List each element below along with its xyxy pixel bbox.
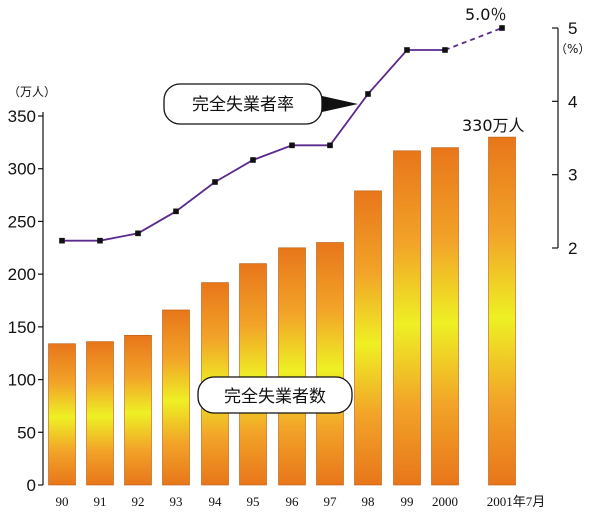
rate-point	[442, 47, 448, 53]
rate-point	[499, 25, 505, 31]
rate-point	[250, 157, 256, 163]
bar-callout-box	[197, 376, 353, 414]
rate-point	[59, 237, 65, 244]
bar	[48, 343, 76, 486]
x-tick-label: 95	[247, 494, 260, 509]
rate-point	[365, 91, 371, 97]
right-tick-label: 4	[568, 92, 577, 111]
x-axis-ticks: 90 91 92 93 94 95 96 97 98 99 2000 2001年7月	[56, 494, 546, 509]
bar	[431, 147, 459, 486]
x-tick-label: 92	[132, 494, 145, 509]
rate-point	[135, 230, 141, 237]
x-tick-label: 90	[56, 494, 69, 509]
bar-callout-text: 完全失業者数	[224, 387, 326, 407]
bar	[124, 334, 152, 486]
right-axis-unit: （%）	[555, 42, 590, 56]
line-end-label: 5.0％	[465, 5, 506, 24]
x-tick-label: 98	[362, 494, 375, 509]
rate-line-dashed	[444, 27, 503, 51]
left-tick-label: 100	[8, 371, 36, 390]
x-tick-label: 96	[286, 494, 300, 509]
rate-point	[404, 47, 410, 53]
bar	[488, 136, 516, 486]
right-y-axis: 2 3 4 5	[552, 19, 577, 258]
left-tick-label: 50	[17, 423, 36, 442]
left-tick-label: 250	[8, 212, 36, 231]
line-callout-text: 完全失業者率	[192, 95, 294, 115]
x-tick-label: 2001年7月	[487, 494, 546, 509]
x-tick-label: 2000	[432, 494, 458, 509]
bar	[86, 341, 114, 486]
left-tick-label: 0	[27, 476, 36, 495]
left-axis-unit: （万人）	[8, 85, 56, 99]
bar	[354, 190, 382, 486]
bar	[316, 242, 344, 486]
line-series-callout: 完全失業者率	[163, 83, 358, 125]
rate-point	[327, 142, 333, 149]
x-tick-label: 91	[94, 494, 107, 509]
bar	[393, 150, 421, 486]
left-tick-label: 200	[8, 265, 36, 284]
rate-line-solid	[62, 49, 445, 242]
right-tick-label: 2	[568, 239, 577, 258]
right-tick-label: 3	[568, 166, 577, 185]
left-tick-label: 300	[8, 160, 36, 179]
bar-end-label: 330万人	[462, 116, 525, 135]
rate-point	[173, 208, 179, 215]
bar-series-callout: 完全失業者数	[197, 376, 353, 414]
left-tick-label: 350	[8, 107, 36, 126]
bar-series-unemployed-count	[48, 136, 516, 486]
rate-point	[212, 179, 218, 185]
rate-point	[97, 237, 103, 244]
left-y-axis: 0 50 100 150 200 250 300 350	[8, 107, 44, 495]
line-callout-pointer	[322, 96, 358, 112]
bar	[278, 247, 306, 486]
left-tick-label: 150	[8, 318, 36, 337]
x-tick-label: 97	[324, 494, 338, 509]
x-tick-label: 93	[170, 494, 183, 509]
rate-point	[289, 142, 295, 149]
bar	[162, 309, 190, 486]
x-tick-label: 94	[209, 494, 223, 509]
right-tick-label: 5	[568, 19, 577, 38]
line-series-unemployment-rate	[59, 25, 505, 244]
x-tick-label: 99	[401, 494, 414, 509]
bar	[239, 263, 267, 486]
